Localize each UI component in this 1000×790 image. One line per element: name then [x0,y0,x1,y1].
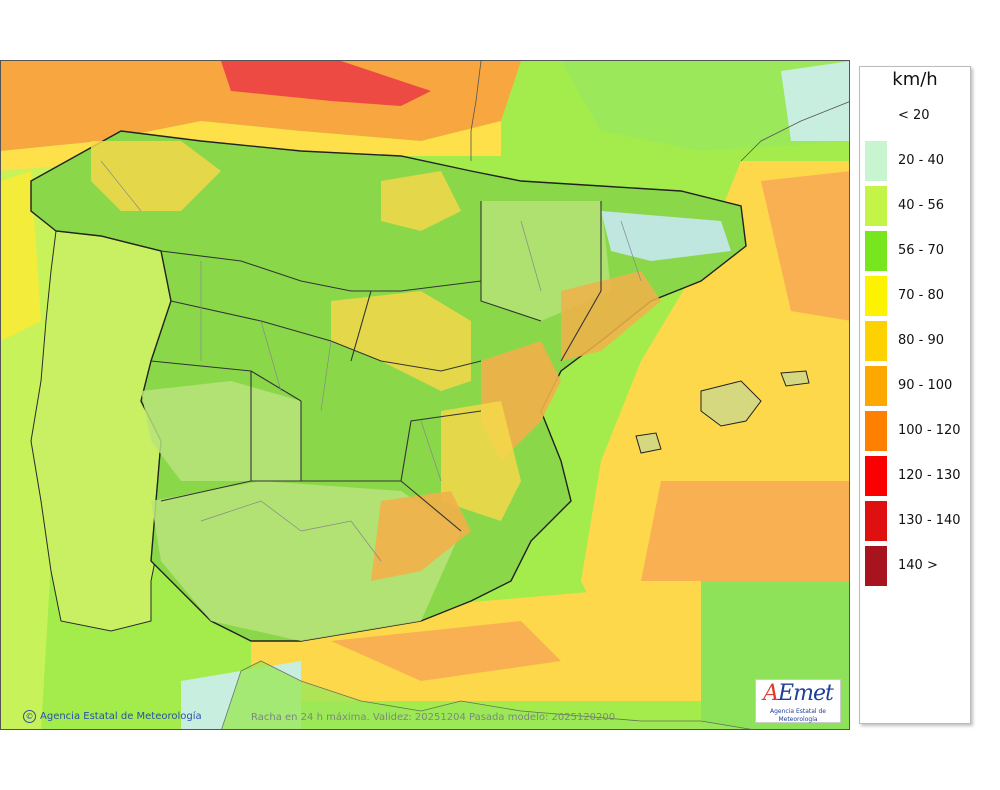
legend-swatch [865,546,887,586]
legend-swatch [865,186,887,226]
legend-row: 70 - 80 [860,276,972,316]
legend-row: 20 - 40 [860,141,972,181]
agency-credit-text: Agencia Estatal de Meteorología [40,711,202,722]
catalonia-blue-zone [601,211,731,261]
wind-gust-map: © Agencia Estatal de Meteorología Racha … [0,60,850,730]
legend-swatch [865,411,887,451]
mallorca-island [700,380,762,427]
legend-row: < 20 [860,96,972,136]
legend-unit: km/h [892,69,938,90]
gulf-lion-zone [561,61,849,151]
region-borders [150,201,602,532]
atlantic-yellow-zone [1,171,41,341]
aemet-logo: AEmet Agencia Estatal de Meteorología [755,679,841,723]
legend-row: 90 - 100 [860,366,972,406]
balearic-orange-zone [641,481,849,581]
pyrenees-yellow-zone [381,171,461,231]
betic-orange-zone [371,491,471,581]
legend-swatch [865,231,887,271]
northeast-light-zone [781,61,849,141]
legend-label: 56 - 70 [898,243,945,258]
legend-label: 20 - 40 [898,153,945,168]
legend-row: 100 - 120 [860,411,972,451]
legend-row: 40 - 56 [860,186,972,226]
legend-row: 56 - 70 [860,231,972,271]
legend-row: 130 - 140 [860,501,972,541]
map-legend: km/h < 20 20 - 40 40 - 56 56 - 70 70 - 80 80 … [859,66,971,724]
legend-swatch [865,96,887,136]
legend-swatch [865,276,887,316]
castile-light-zone [141,381,301,481]
menorca-island [780,370,810,387]
catalonia-coast-orange [561,271,661,361]
legend-swatch [865,366,887,406]
legend-label: 70 - 80 [898,288,945,303]
legend-row: 80 - 90 [860,321,972,361]
alboran-orange-zone [331,621,561,681]
agency-credit: © Agencia Estatal de Meteorología [23,710,202,723]
legend-label: 130 - 140 [898,513,961,528]
legend-label: 90 - 100 [898,378,953,393]
mediterranean-orange-zone [761,171,849,321]
map-canvas [1,61,849,729]
legend-swatch [865,456,887,496]
legend-label: 100 - 120 [898,423,961,438]
copyright-icon: © [23,710,36,723]
province-borders [100,160,642,562]
legend-swatch [865,141,887,181]
aemet-logo-subtitle: Agencia Estatal de Meteorología [769,708,826,723]
legend-label: 40 - 56 [898,198,945,213]
legend-row: 140 > [860,546,972,586]
legend-swatch [865,501,887,541]
ibiza-island [635,432,662,454]
iberian-yellow-zone [331,291,471,391]
france-coast [470,61,849,162]
biscay-red-zone [221,61,431,106]
cantabrian-yellow-zone [91,141,221,211]
legend-label: < 20 [898,108,930,123]
legend-swatch [865,321,887,361]
levante-yellow-zone [441,401,521,521]
legend-label: 120 - 130 [898,468,961,483]
map-caption: Racha en 24 h máxima. Validez: 20251204 … [251,712,616,723]
north-africa-coast [221,660,752,729]
aemet-logo-word: AEmet [763,681,834,706]
legend-label: 140 > [898,558,938,573]
legend-row: 120 - 130 [860,456,972,496]
legend-label: 80 - 90 [898,333,945,348]
